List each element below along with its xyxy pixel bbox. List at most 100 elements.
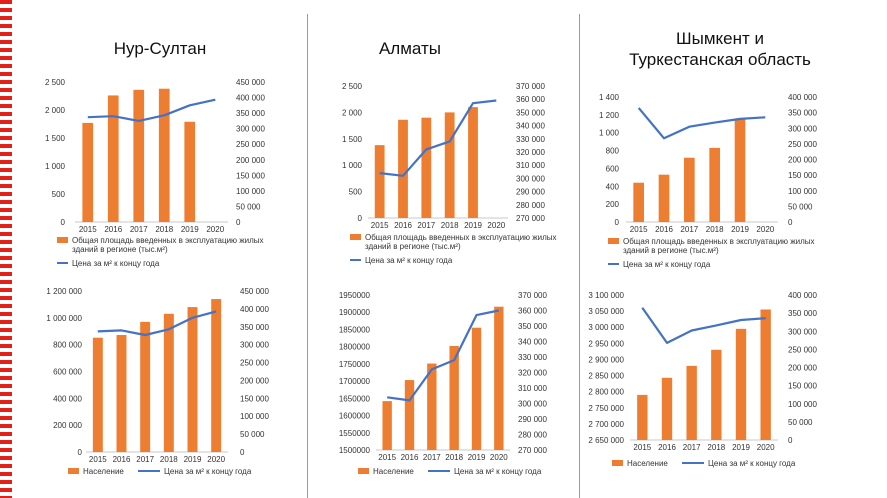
- legend-swatch-bar: [612, 460, 623, 466]
- left-axis-tick-label: 1 000: [45, 162, 66, 171]
- left-axis-tick-label: 2 950 000: [588, 339, 624, 348]
- right-axis-tick-label: 300 000: [236, 125, 265, 134]
- right-axis-tick-label: 100 000: [240, 412, 269, 421]
- legend-swatch-bar: [57, 237, 68, 243]
- x-axis-tick-label: 2018: [160, 455, 178, 464]
- left-axis-tick-label: 1 200: [599, 111, 620, 120]
- legend-swatch-bar: [68, 468, 79, 474]
- legend-label-bar-line2: зданий в регионе (тыс.м²): [623, 246, 719, 255]
- left-axis-tick-label: 1600000: [339, 412, 371, 421]
- left-axis-tick-label: 2 900 000: [588, 355, 624, 364]
- right-axis-tick-label: 280 000: [516, 201, 545, 210]
- left-axis-tick-label: 200 000: [53, 421, 82, 430]
- x-axis-tick-label: 2016: [104, 225, 122, 234]
- left-axis-tick-label: 1550000: [339, 429, 371, 438]
- x-axis-tick-label: 2020: [206, 225, 224, 234]
- left-axis-tick-label: 0: [358, 214, 363, 223]
- right-axis-tick-label: 0: [788, 218, 793, 227]
- x-axis-tick-label: 2020: [487, 221, 505, 230]
- right-axis-tick-label: 50 000: [788, 418, 813, 427]
- bar-2019: [187, 307, 198, 452]
- right-axis-tick-label: 200 000: [240, 376, 269, 385]
- right-axis-tick-label: 150 000: [240, 394, 269, 403]
- right-axis-tick-label: 50 000: [240, 430, 265, 439]
- right-axis-tick-label: 250 000: [240, 359, 269, 368]
- legend-label-line: Цена за м² к концу года: [708, 459, 796, 468]
- left-axis-tick-label: 600: [606, 164, 620, 173]
- x-axis-tick-label: 2016: [658, 443, 676, 452]
- bar-2016: [398, 119, 408, 218]
- x-axis-tick-label: 2020: [490, 453, 508, 462]
- bar-2017: [686, 365, 697, 440]
- left-axis-tick-label: 1500000: [339, 446, 371, 455]
- price-line: [641, 307, 766, 344]
- left-axis-tick-label: 1 000: [342, 161, 363, 170]
- right-axis-tick-label: 200 000: [236, 156, 265, 165]
- bar-2015: [633, 182, 644, 222]
- right-axis-tick-label: 400 000: [788, 93, 817, 102]
- legend-label-line: Цена за м² к концу года: [365, 256, 453, 265]
- left-axis-tick-label: 3 050 000: [588, 307, 624, 316]
- x-axis-tick-label: 2017: [136, 455, 154, 464]
- x-axis-tick-label: 2018: [441, 221, 459, 230]
- left-axis-tick-label: 3 100 000: [588, 291, 624, 300]
- left-axis-tick-label: 1 400: [599, 93, 620, 102]
- x-axis-tick-label: 2017: [130, 225, 148, 234]
- left-axis-tick-label: 0: [61, 218, 66, 227]
- x-axis-tick-label: 2016: [655, 225, 673, 234]
- x-axis-tick-label: 2015: [89, 455, 107, 464]
- bar-2016: [404, 380, 415, 450]
- left-axis-tick-label: 1900000: [339, 308, 371, 317]
- left-axis-tick-label: 0: [615, 218, 620, 227]
- x-axis-tick-label: 2019: [184, 455, 202, 464]
- left-axis-tick-label: 2 700 000: [588, 420, 624, 429]
- region-title-almaty: Алматы: [378, 39, 442, 58]
- legend-label-line: Цена за м² к концу года: [454, 467, 542, 476]
- legend-label-bar-line2: зданий в регионе (тыс.м²): [72, 245, 168, 254]
- region-title-shymkent-line1: Шымкент и: [676, 29, 764, 48]
- right-axis-tick-label: 270 000: [516, 214, 545, 223]
- left-axis-tick-label: 2 800 000: [588, 388, 624, 397]
- right-axis-tick-label: 100 000: [236, 187, 265, 196]
- x-axis-tick-label: 2017: [417, 221, 435, 230]
- right-axis-tick-label: 100 000: [788, 400, 817, 409]
- bar-2018: [158, 88, 170, 222]
- price-line: [97, 310, 217, 337]
- right-axis-tick-label: 300 000: [516, 174, 545, 183]
- x-axis-tick-label: 2019: [468, 453, 486, 462]
- left-axis-tick-label: 1 500: [342, 135, 363, 144]
- right-axis-tick-label: 350 000: [240, 323, 269, 332]
- legend-label-bar: Население: [373, 467, 414, 476]
- right-axis-tick-label: 310 000: [516, 161, 545, 170]
- left-axis-tick-label: 2 000: [342, 108, 363, 117]
- legend-swatch-bar: [350, 234, 361, 240]
- bar-2017: [140, 321, 151, 452]
- right-axis-tick-label: 350 000: [518, 322, 547, 331]
- legend-label-bar: Общая площадь введенных в эксплуатацию ж…: [623, 237, 815, 246]
- left-axis-tick-label: 3 000 000: [588, 323, 624, 332]
- right-axis-tick-label: 350 000: [788, 109, 817, 118]
- right-axis-tick-label: 340 000: [518, 338, 547, 347]
- x-axis-tick-label: 2018: [707, 443, 725, 452]
- right-axis-tick-label: 320 000: [516, 148, 545, 157]
- bar-2015: [382, 401, 392, 450]
- left-axis-tick-label: 1750000: [339, 360, 371, 369]
- bar-2017: [684, 157, 695, 222]
- right-axis-tick-label: 250 000: [788, 140, 817, 149]
- right-axis-tick-label: 300 000: [788, 327, 817, 336]
- right-axis-tick-label: 280 000: [518, 431, 547, 440]
- right-axis-tick-label: 350 000: [788, 309, 817, 318]
- legend-label-line: Цена за м² к концу года: [164, 467, 252, 476]
- x-axis-tick-label: 2016: [401, 453, 419, 462]
- column-divider-2: [579, 14, 580, 498]
- bar-2015: [637, 394, 648, 440]
- left-axis-tick-label: 1 000 000: [46, 314, 82, 323]
- x-axis-tick-label: 2018: [445, 453, 463, 462]
- legend-swatch-bar: [608, 238, 619, 244]
- bar-2017: [421, 117, 432, 218]
